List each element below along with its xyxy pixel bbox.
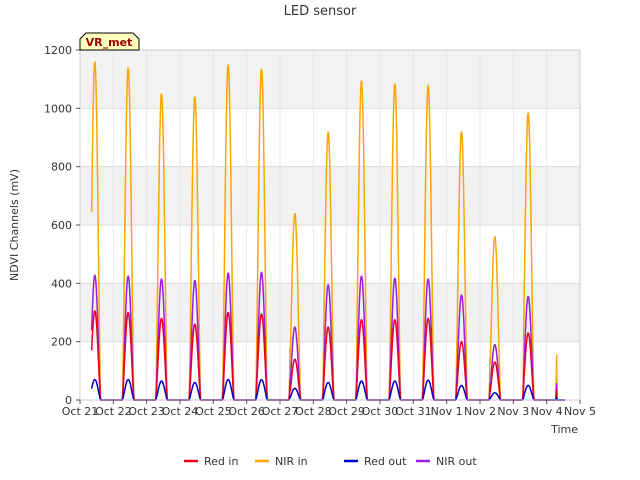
y-tick-label: 1000 xyxy=(44,102,72,115)
x-tick-label: Oct 27 xyxy=(262,405,299,418)
x-tick-label: Oct 30 xyxy=(362,405,399,418)
y-tick-label: 200 xyxy=(51,336,72,349)
x-tick-label: Oct 21 xyxy=(62,405,99,418)
site-label-text: VR_met xyxy=(86,36,133,49)
y-axis-label: NDVI Channels (mV) xyxy=(8,169,21,281)
y-tick-label: 800 xyxy=(51,161,72,174)
x-tick-label: Oct 26 xyxy=(228,405,265,418)
x-tick-label: Nov 3 xyxy=(497,405,529,418)
legend: Red in NIR in Red out NIR out xyxy=(184,455,477,468)
x-tick-label: Oct 31 xyxy=(395,405,432,418)
y-tick-label: 0 xyxy=(65,394,72,407)
legend-label: NIR out xyxy=(436,455,477,468)
legend-label: Red in xyxy=(204,455,238,468)
legend-label: NIR in xyxy=(275,455,308,468)
x-tick-label: Oct 28 xyxy=(295,405,332,418)
x-tick-label: Nov 1 xyxy=(431,405,463,418)
x-tick-label: Nov 4 xyxy=(531,405,563,418)
chart-title: LED sensor xyxy=(284,4,357,19)
x-tick-label: Oct 23 xyxy=(128,405,165,418)
y-tick-label: 400 xyxy=(51,277,72,290)
x-axis-label: Time xyxy=(550,423,578,436)
x-tick-label: Oct 24 xyxy=(162,405,199,418)
x-tick-label: Nov 2 xyxy=(464,405,496,418)
x-tick-label: Oct 22 xyxy=(95,405,132,418)
x-tick-label: Nov 5 xyxy=(564,405,596,418)
legend-label: Red out xyxy=(364,455,407,468)
y-tick-label: 1200 xyxy=(44,44,72,57)
x-tick-label: Oct 29 xyxy=(328,405,365,418)
x-tick-label: Oct 25 xyxy=(195,405,232,418)
plot-band xyxy=(80,50,580,109)
site-label-badge: VR_met xyxy=(79,32,140,51)
y-tick-label: 600 xyxy=(51,219,72,232)
